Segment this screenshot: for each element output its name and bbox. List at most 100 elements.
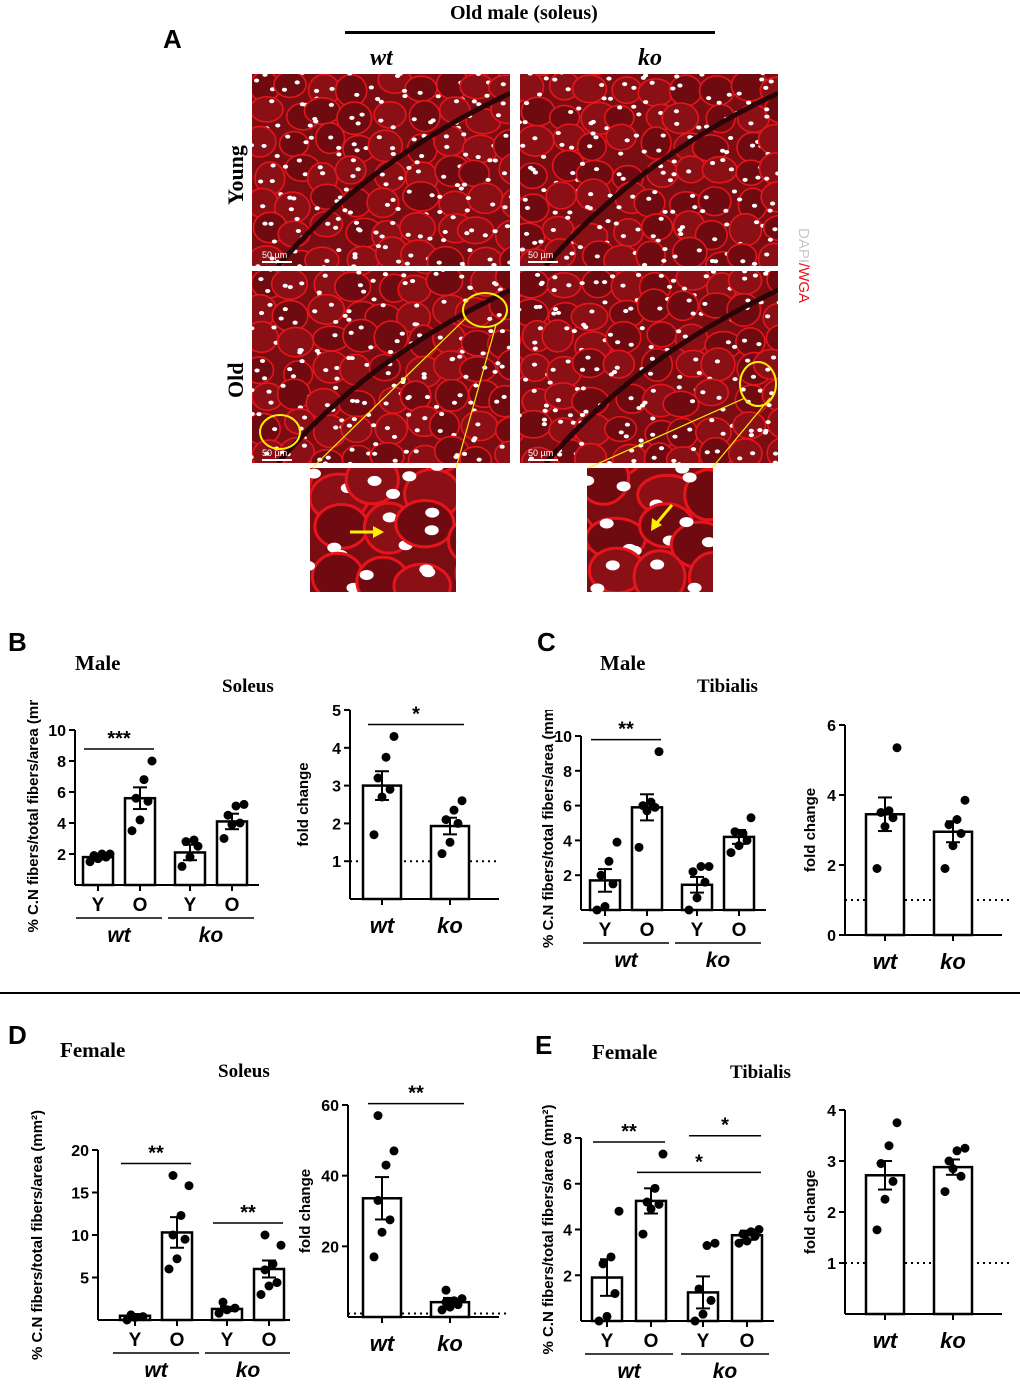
nucleus <box>532 346 538 351</box>
nucleus <box>726 92 732 97</box>
data-point <box>180 1234 190 1244</box>
nucleus <box>551 288 557 293</box>
nucleus <box>354 148 360 153</box>
nucleus <box>252 388 255 393</box>
nucleus <box>681 286 688 291</box>
nucleus <box>656 148 662 153</box>
nucleus <box>764 114 770 119</box>
nucleus <box>609 274 616 279</box>
data-point <box>602 1311 612 1321</box>
data-point <box>223 810 233 820</box>
nucleus <box>508 195 510 199</box>
muscle-fiber <box>500 189 510 218</box>
nucleus <box>343 187 349 192</box>
nucleus <box>587 144 593 149</box>
nucleus <box>696 370 702 375</box>
nucleus <box>650 234 656 239</box>
nucleus <box>737 456 743 461</box>
nucleus <box>590 119 596 124</box>
nucleus <box>294 80 300 85</box>
muscle-fiber <box>611 443 649 463</box>
nucleus <box>555 398 561 403</box>
muscle-fiber <box>728 212 763 247</box>
y-tick-label: 4 <box>563 1223 572 1240</box>
data-point <box>168 1171 178 1180</box>
nucleus <box>266 389 272 394</box>
nucleus <box>471 99 477 104</box>
micrograph-inset-ko <box>587 468 713 592</box>
nucleus <box>288 207 294 212</box>
nucleus <box>507 260 510 265</box>
nucleus <box>487 158 493 163</box>
nucleus <box>350 158 357 163</box>
nucleus <box>614 365 620 370</box>
muscle-fiber <box>499 246 510 266</box>
nucleus <box>252 411 255 416</box>
nucleus <box>552 408 558 413</box>
nucleus <box>689 193 696 198</box>
muscle-fiber <box>252 125 277 158</box>
data-point <box>872 864 882 873</box>
data-point <box>264 1281 274 1291</box>
nucleus <box>336 145 342 150</box>
nucleus <box>292 320 298 325</box>
nucleus <box>641 263 648 266</box>
y-tick-label: 6 <box>563 1177 572 1194</box>
nucleus <box>382 245 388 250</box>
muscle-fiber <box>545 181 577 210</box>
nucleus <box>282 307 288 312</box>
data-point <box>260 1230 270 1240</box>
x-tick-label: wt <box>873 949 899 974</box>
muscle-fiber <box>498 153 510 185</box>
panel-c-muscle: Tibialis <box>697 676 758 697</box>
x-tick-label: Y <box>184 895 197 916</box>
scale-bar-old-wt: 50 µm <box>262 448 292 461</box>
bar <box>361 784 403 901</box>
x-tick-label: O <box>170 1330 185 1351</box>
nucleus <box>417 90 423 95</box>
x-tick-label: wt <box>370 1331 396 1356</box>
muscle-fiber <box>374 412 408 446</box>
muscle-fiber <box>640 126 672 160</box>
panel-a-header-rule <box>345 31 715 34</box>
data-point <box>610 1289 620 1299</box>
nucleus <box>310 561 316 571</box>
nucleus <box>485 177 491 182</box>
nucleus <box>630 194 636 199</box>
row-label-old: Old <box>223 362 248 398</box>
nucleus <box>557 419 564 424</box>
x-tick-label: Y <box>129 1330 142 1351</box>
nucleus <box>607 332 614 337</box>
data-point <box>710 1238 720 1248</box>
data-point <box>738 1229 748 1239</box>
nucleus <box>254 368 260 373</box>
nucleus <box>487 316 493 321</box>
data-point <box>138 1312 148 1322</box>
nucleus <box>651 455 657 460</box>
nucleus <box>390 125 396 130</box>
muscle-fiber <box>611 76 643 105</box>
nucleus <box>285 134 291 139</box>
muscle-fiber <box>570 302 609 332</box>
data-point <box>231 801 241 811</box>
nucleus <box>352 252 358 257</box>
nucleus <box>379 234 385 239</box>
muscle-fiber <box>270 271 309 301</box>
nucleus <box>776 300 778 305</box>
data-point <box>239 799 249 809</box>
nucleus <box>520 413 522 418</box>
nucleus <box>523 101 530 106</box>
nucleus <box>382 512 397 523</box>
nucleus <box>676 385 682 390</box>
data-point <box>230 1303 240 1313</box>
nucleus <box>499 444 505 449</box>
muscle-fiber <box>271 299 309 332</box>
nucleus <box>325 455 331 460</box>
nucleus <box>677 374 683 379</box>
nucleus <box>704 450 710 455</box>
nucleus <box>356 271 362 275</box>
nucleus <box>468 400 474 405</box>
x-tick-label: O <box>732 920 747 941</box>
nucleus <box>383 182 389 187</box>
y-axis-label: % C.N fibers/total fibers/area (mm²) <box>29 1110 46 1360</box>
